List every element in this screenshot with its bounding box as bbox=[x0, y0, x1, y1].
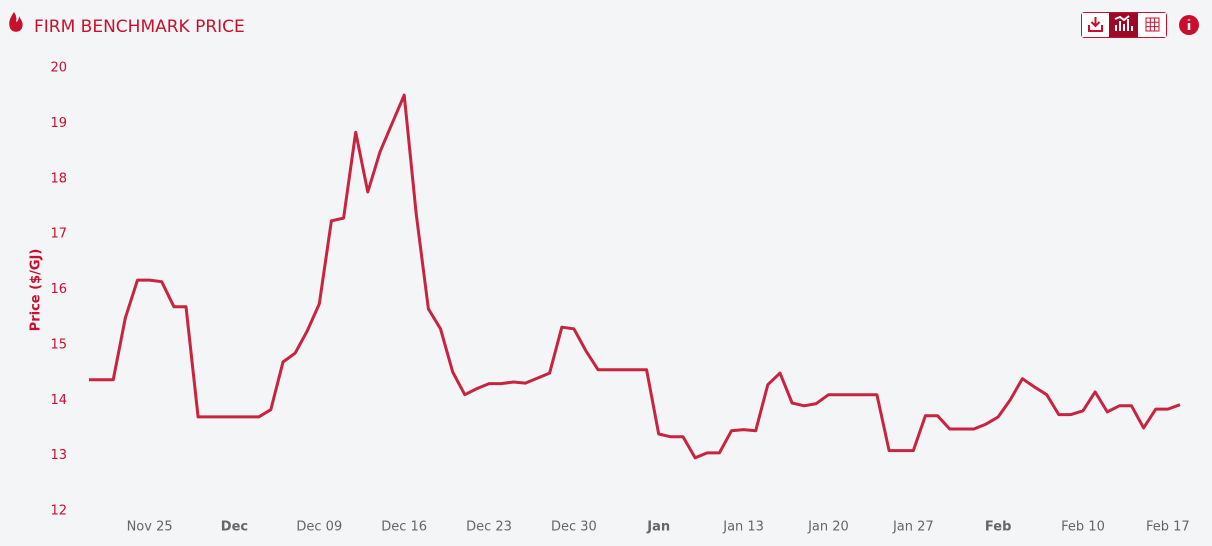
download-button[interactable] bbox=[1082, 13, 1109, 37]
x-tick-label: Jan bbox=[646, 520, 670, 535]
table-bg bbox=[1139, 13, 1166, 37]
info-button[interactable] bbox=[1179, 15, 1199, 35]
price-line bbox=[89, 93, 1181, 460]
chart-button[interactable] bbox=[1109, 13, 1138, 37]
y-tick-label: 17 bbox=[50, 227, 67, 242]
x-tick-label: Dec 09 bbox=[296, 520, 342, 535]
x-tick-label: Dec 23 bbox=[466, 520, 512, 535]
x-tick-label: Dec 16 bbox=[381, 520, 427, 535]
y-tick-label: 16 bbox=[50, 282, 67, 297]
chart-title: FIRM BENCHMARK PRICE bbox=[34, 17, 245, 37]
y-tick-label: 13 bbox=[50, 448, 67, 463]
download-icon bbox=[1088, 17, 1103, 32]
x-tick-label: Feb 17 bbox=[1146, 520, 1190, 535]
x-tick-label: Jan 20 bbox=[807, 520, 849, 535]
x-tick-label: Dec bbox=[221, 520, 248, 535]
x-tick-label: Feb bbox=[985, 520, 1011, 535]
y-tick-label: 14 bbox=[50, 393, 67, 408]
x-tick-label: Dec 30 bbox=[551, 520, 597, 535]
y-tick-label: 12 bbox=[50, 504, 67, 519]
flame-icon bbox=[9, 12, 23, 32]
x-tick-label: Jan 27 bbox=[892, 520, 934, 535]
x-tick-label: Feb 10 bbox=[1061, 520, 1105, 535]
x-tick-label: Jan 13 bbox=[722, 520, 764, 535]
x-tick-label: Nov 25 bbox=[127, 520, 173, 535]
chart-icon bbox=[1114, 15, 1133, 31]
y-tick-label: 19 bbox=[50, 116, 67, 131]
y-tick-label: 15 bbox=[50, 337, 67, 352]
toolbar bbox=[1081, 12, 1167, 38]
y-tick-label: 18 bbox=[50, 171, 67, 186]
y-tick-label: 20 bbox=[50, 61, 67, 76]
table-button[interactable] bbox=[1139, 13, 1166, 37]
y-axis-title: Price ($/GJ) bbox=[29, 249, 44, 332]
table-icon bbox=[1145, 17, 1160, 32]
